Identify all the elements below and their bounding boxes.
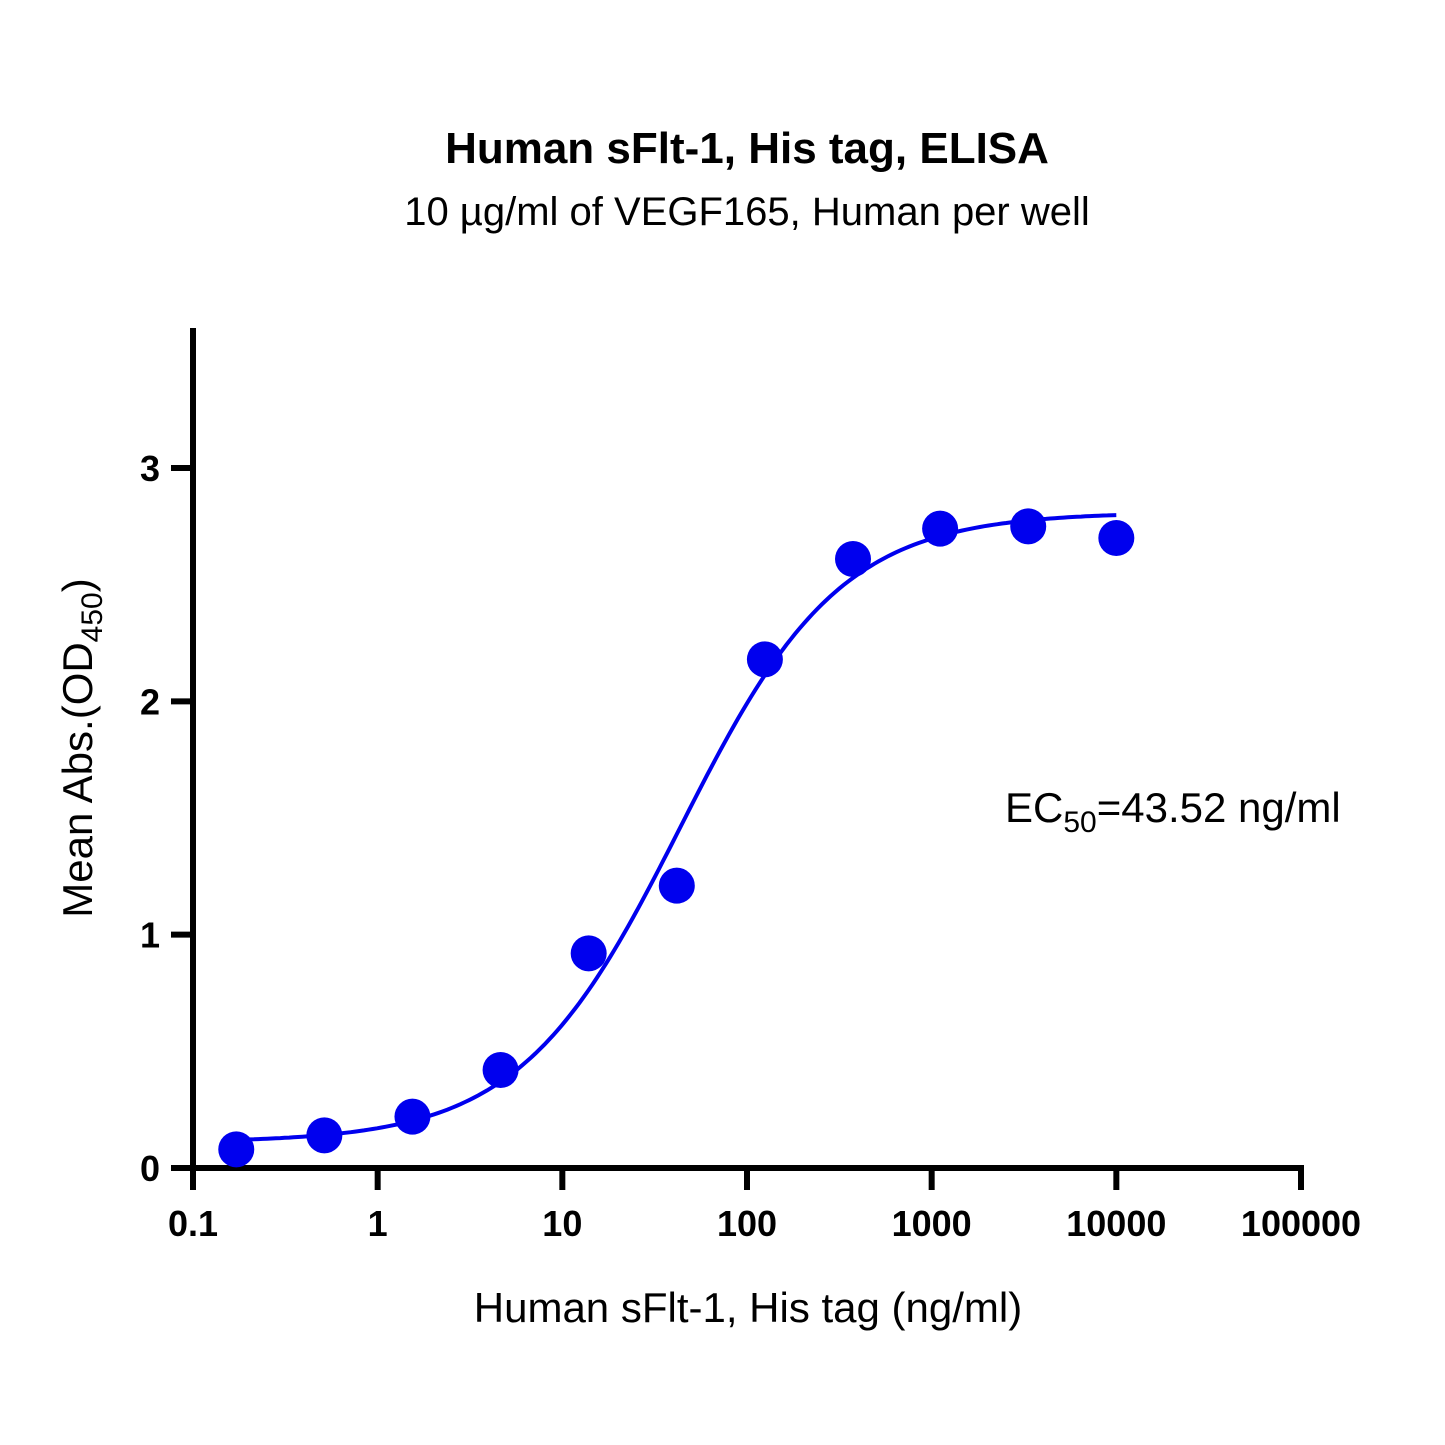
- x-tick-label: 100: [717, 1203, 777, 1244]
- y-tick-label: 1: [140, 915, 160, 956]
- ec50-value: =43.52 ng/ml: [1097, 784, 1341, 831]
- x-tick-label: 1000: [892, 1203, 972, 1244]
- x-tick-label: 10: [542, 1203, 582, 1244]
- data-point: [1098, 520, 1135, 556]
- data-point: [658, 867, 695, 904]
- data-point: [218, 1131, 255, 1168]
- y-axis-label-sub: 450: [76, 592, 109, 642]
- data-point: [482, 1052, 519, 1088]
- fit-curve: [236, 513, 1117, 1142]
- y-axis-label-end: ): [54, 578, 101, 592]
- y-tick-label: 3: [140, 448, 160, 489]
- y-tick-label: 0: [140, 1148, 160, 1189]
- ec50-annotation: EC50=43.52 ng/ml: [1005, 784, 1341, 839]
- x-tick-label: 100000: [1241, 1203, 1361, 1244]
- data-point: [394, 1098, 431, 1135]
- chart-title: Human sFlt-1, His tag, ELISA: [445, 124, 1049, 173]
- data-point: [1010, 508, 1047, 545]
- chart-subtitle: 10 µg/ml of VEGF165, Human per well: [404, 190, 1090, 234]
- x-tick-label: 0.1: [168, 1203, 218, 1244]
- x-tick-label: 1: [368, 1203, 388, 1244]
- axes: [190, 328, 1304, 1171]
- y-axis-label: Mean Abs.(OD450): [54, 578, 109, 918]
- data-point: [835, 541, 872, 577]
- y-axis-label-main: Mean Abs.(OD: [54, 642, 101, 917]
- x-tick-label: 10000: [1066, 1203, 1166, 1244]
- x-axis-label: Human sFlt-1, His tag (ng/ml): [474, 1284, 1022, 1331]
- data-point: [306, 1117, 343, 1154]
- data-point: [922, 510, 959, 547]
- data-point: [570, 935, 607, 972]
- ec50-prefix: EC: [1005, 784, 1063, 831]
- ticks: 0.1 1 10 100 1000 10000 100000 0 1 2 3: [140, 448, 1361, 1244]
- data-points: [218, 508, 1135, 1168]
- ec50-sub: 50: [1063, 806, 1096, 839]
- y-tick-label: 2: [140, 681, 160, 722]
- data-point: [746, 641, 783, 678]
